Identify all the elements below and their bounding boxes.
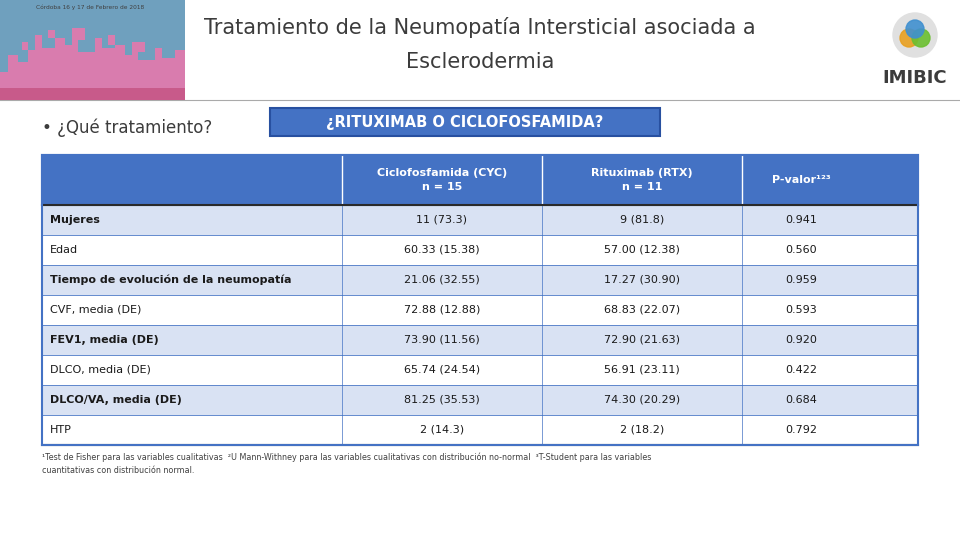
FancyBboxPatch shape: [0, 0, 185, 100]
Text: 0.920: 0.920: [785, 335, 817, 345]
Text: • ¿Qué tratamiento?: • ¿Qué tratamiento?: [42, 119, 212, 137]
FancyBboxPatch shape: [42, 265, 918, 295]
Text: Ciclofosfamida (CYC)
n = 15: Ciclofosfamida (CYC) n = 15: [377, 168, 507, 192]
Text: 0.422: 0.422: [785, 365, 817, 375]
Text: Córdoba 16 y 17 de Febrero de 2018: Córdoba 16 y 17 de Febrero de 2018: [36, 5, 144, 10]
FancyBboxPatch shape: [42, 295, 918, 325]
Text: 81.25 (35.53): 81.25 (35.53): [404, 395, 480, 405]
FancyBboxPatch shape: [42, 355, 918, 385]
Text: 68.83 (22.07): 68.83 (22.07): [604, 305, 680, 315]
FancyBboxPatch shape: [0, 88, 185, 100]
Text: Esclerodermia: Esclerodermia: [406, 52, 554, 72]
FancyBboxPatch shape: [42, 235, 918, 265]
Text: Edad: Edad: [50, 245, 78, 255]
FancyBboxPatch shape: [42, 385, 918, 415]
Text: 72.90 (21.63): 72.90 (21.63): [604, 335, 680, 345]
Polygon shape: [0, 28, 185, 100]
Text: 0.959: 0.959: [785, 275, 817, 285]
Text: 0.593: 0.593: [785, 305, 817, 315]
Text: DLCO/VA, media (DE): DLCO/VA, media (DE): [50, 395, 181, 405]
Text: 57.00 (12.38): 57.00 (12.38): [604, 245, 680, 255]
Text: 60.33 (15.38): 60.33 (15.38): [404, 245, 480, 255]
Text: 2 (18.2): 2 (18.2): [620, 425, 664, 435]
Text: Tiempo de evolución de la neumopatía: Tiempo de evolución de la neumopatía: [50, 275, 292, 285]
Circle shape: [900, 29, 918, 47]
Text: 0.684: 0.684: [785, 395, 817, 405]
Text: 65.74 (24.54): 65.74 (24.54): [404, 365, 480, 375]
FancyBboxPatch shape: [270, 108, 660, 136]
Text: 11 (73.3): 11 (73.3): [417, 215, 468, 225]
Text: ¹Test de Fisher para las variables cualitativas  ²U Mann-Withney para las variab: ¹Test de Fisher para las variables cuali…: [42, 453, 652, 475]
Text: 0.560: 0.560: [785, 245, 817, 255]
Text: CVF, media (DE): CVF, media (DE): [50, 305, 141, 315]
Text: 73.90 (11.56): 73.90 (11.56): [404, 335, 480, 345]
Text: 0.941: 0.941: [785, 215, 817, 225]
Text: 74.30 (20.29): 74.30 (20.29): [604, 395, 680, 405]
Text: 2 (14.3): 2 (14.3): [420, 425, 464, 435]
Text: DLCO, media (DE): DLCO, media (DE): [50, 365, 151, 375]
FancyBboxPatch shape: [42, 205, 918, 235]
Text: HTP: HTP: [50, 425, 72, 435]
Text: IMIBIC: IMIBIC: [882, 69, 948, 87]
FancyBboxPatch shape: [42, 415, 918, 445]
Circle shape: [906, 20, 924, 38]
Text: ¿RITUXIMAB O CICLOFOSFAMIDA?: ¿RITUXIMAB O CICLOFOSFAMIDA?: [326, 114, 604, 130]
Text: FEV1, media (DE): FEV1, media (DE): [50, 335, 158, 345]
Circle shape: [893, 13, 937, 57]
FancyBboxPatch shape: [42, 325, 918, 355]
Text: Tratamiento de la Neumopatía Intersticial asociada a: Tratamiento de la Neumopatía Intersticia…: [204, 17, 756, 38]
Text: Mujeres: Mujeres: [50, 215, 100, 225]
Text: 9 (81.8): 9 (81.8): [620, 215, 664, 225]
Text: 72.88 (12.88): 72.88 (12.88): [404, 305, 480, 315]
Text: 56.91 (23.11): 56.91 (23.11): [604, 365, 680, 375]
Text: 21.06 (32.55): 21.06 (32.55): [404, 275, 480, 285]
Text: P-valor¹²³: P-valor¹²³: [772, 175, 830, 185]
FancyBboxPatch shape: [42, 155, 918, 205]
Text: 17.27 (30.90): 17.27 (30.90): [604, 275, 680, 285]
Circle shape: [912, 29, 930, 47]
Text: 0.792: 0.792: [785, 425, 817, 435]
Text: Rituximab (RTX)
n = 11: Rituximab (RTX) n = 11: [591, 168, 693, 192]
